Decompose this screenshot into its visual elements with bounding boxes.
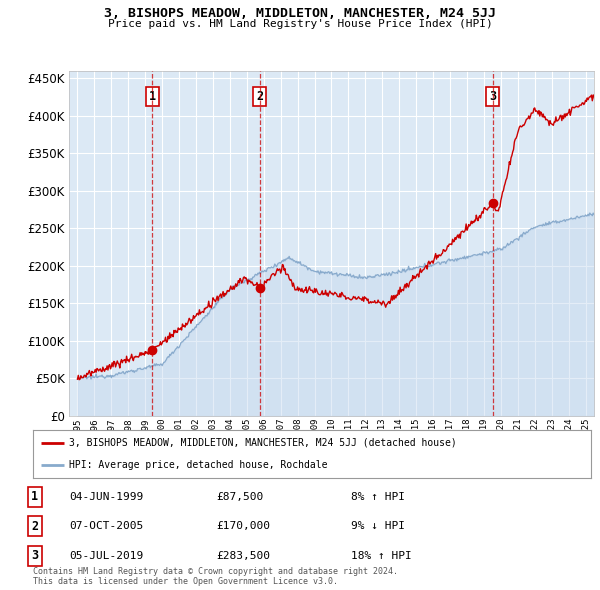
Text: 8% ↑ HPI: 8% ↑ HPI: [351, 492, 405, 502]
Text: 9% ↓ HPI: 9% ↓ HPI: [351, 522, 405, 531]
Text: 2: 2: [256, 90, 263, 103]
Text: 3, BISHOPS MEADOW, MIDDLETON, MANCHESTER, M24 5JJ: 3, BISHOPS MEADOW, MIDDLETON, MANCHESTER…: [104, 7, 496, 20]
Text: 18% ↑ HPI: 18% ↑ HPI: [351, 551, 412, 560]
Text: £87,500: £87,500: [216, 492, 263, 502]
Text: £283,500: £283,500: [216, 551, 270, 560]
Text: Price paid vs. HM Land Registry's House Price Index (HPI): Price paid vs. HM Land Registry's House …: [107, 19, 493, 29]
Text: 1: 1: [149, 90, 156, 103]
Text: 04-JUN-1999: 04-JUN-1999: [69, 492, 143, 502]
Text: 3: 3: [31, 549, 38, 562]
Text: 3, BISHOPS MEADOW, MIDDLETON, MANCHESTER, M24 5JJ (detached house): 3, BISHOPS MEADOW, MIDDLETON, MANCHESTER…: [69, 438, 457, 448]
Text: This data is licensed under the Open Government Licence v3.0.: This data is licensed under the Open Gov…: [33, 577, 338, 586]
Text: 3: 3: [489, 90, 496, 103]
Text: 05-JUL-2019: 05-JUL-2019: [69, 551, 143, 560]
Text: 07-OCT-2005: 07-OCT-2005: [69, 522, 143, 531]
Text: HPI: Average price, detached house, Rochdale: HPI: Average price, detached house, Roch…: [69, 460, 328, 470]
Text: Contains HM Land Registry data © Crown copyright and database right 2024.: Contains HM Land Registry data © Crown c…: [33, 568, 398, 576]
Text: 2: 2: [31, 520, 38, 533]
Text: 1: 1: [31, 490, 38, 503]
Text: £170,000: £170,000: [216, 522, 270, 531]
